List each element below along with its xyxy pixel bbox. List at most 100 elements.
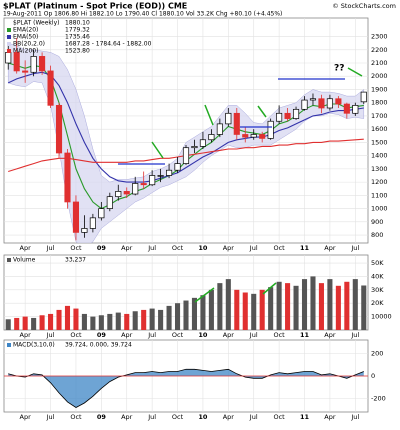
volume-bar (107, 313, 113, 330)
y-tick-label: 1200 (371, 178, 388, 186)
candle-body (208, 134, 215, 141)
y-tick-label: 2100 (371, 59, 388, 67)
annotation-text: ?? (334, 64, 344, 74)
volume-bar (259, 289, 265, 330)
candle-body (267, 120, 274, 139)
legend-swatch (7, 35, 11, 39)
candle-body (132, 183, 139, 195)
macd-line (8, 368, 364, 408)
candle-body (30, 56, 37, 73)
candle-body (72, 201, 80, 233)
x-tick-label: 10 (198, 331, 208, 339)
panel-frame (3, 17, 369, 244)
legend-label: BB(20,2.0) (13, 41, 45, 48)
volume-bar (22, 316, 28, 330)
candle-body (318, 98, 325, 109)
volume-bar (225, 279, 231, 330)
volume-bar (200, 295, 206, 330)
y-tick-label: 1400 (371, 152, 388, 160)
volume-bar (141, 309, 147, 330)
macd-area (8, 369, 364, 408)
y-tick-label: 0 (371, 372, 375, 380)
x-tick-label: 09 (97, 413, 107, 421)
x-tick-label: 10 (198, 413, 208, 421)
candle-body (284, 112, 291, 119)
x-tick-label: Apr (121, 331, 133, 339)
volume-bar (174, 303, 181, 330)
x-tick-label: Apr (324, 244, 336, 252)
legend-value: 39.724, 0.000, 39.724 (65, 342, 132, 349)
volume-bar (310, 276, 316, 330)
y-tick-label: 1300 (371, 165, 388, 173)
candle-body (233, 112, 240, 135)
annotations: ?? (118, 64, 363, 303)
x-tick-label: Jul (350, 413, 359, 421)
x-tick-label: Jul (249, 331, 258, 339)
candle-body (22, 70, 29, 73)
candle-body (225, 112, 232, 125)
plots: 800 900 1000 1100 1200 1300 1400 1500 1600 1700 18… (3, 17, 392, 421)
price-layer (5, 37, 367, 243)
y-tick-label: -200 (371, 395, 386, 403)
candle-body (5, 52, 12, 64)
volume-bar (285, 283, 291, 330)
candle-body (216, 123, 223, 135)
candle-body (292, 108, 300, 119)
legend-swatch (7, 258, 11, 262)
volume-bar (293, 285, 299, 330)
y-tick-label: 40K (371, 272, 384, 280)
legend-value: 1735.46 (65, 34, 90, 41)
volume-bar (158, 309, 164, 330)
x-tick-label: Apr (20, 244, 32, 252)
x-tick-label: Apr (223, 244, 235, 252)
x-tick-label: Oct (172, 413, 184, 421)
candle-body (301, 99, 308, 110)
legend-label: Volume (13, 257, 36, 264)
legend-value: 1779.32 (65, 27, 90, 34)
x-tick-label: Oct (172, 331, 184, 339)
candle-body (98, 208, 105, 219)
x-tick-label: Apr (121, 244, 133, 252)
y-tick-label: 1500 (371, 138, 388, 146)
volume-bar (217, 283, 223, 330)
legend-value: 33,237 (65, 257, 86, 264)
candle-body (55, 105, 63, 154)
legend-label: $PLAT (Weekly) (13, 20, 59, 27)
volume-bar (251, 293, 257, 330)
indicator-line (7, 71, 364, 183)
volume-bar (64, 305, 71, 330)
y-tick-label: 50K (371, 259, 384, 267)
y-tick-label: 1800 (371, 99, 388, 107)
legend-label: EMA(20) (13, 27, 38, 34)
credit: © StockCharts.com (332, 2, 396, 10)
volume-bar (14, 317, 20, 330)
volume-bar (234, 289, 240, 330)
y-tick-label: 2200 (371, 46, 388, 54)
volume-bar (115, 312, 121, 330)
volume-bar (208, 289, 214, 330)
candle-body (106, 196, 113, 209)
x-tick-label: 11 (300, 331, 310, 339)
x-tick-label: Apr (121, 413, 133, 421)
candle-body (13, 52, 20, 72)
volume-bar (39, 315, 45, 330)
candle-body (335, 98, 342, 105)
volume-bar (242, 292, 248, 330)
y-tick-label: 20K (371, 299, 384, 307)
x-tick-label: 11 (300, 413, 310, 421)
x-tick-label: Apr (324, 331, 336, 339)
volume-bar (73, 308, 79, 330)
x-tick-label: Jul (249, 244, 258, 252)
legend-label: MACD(3,10,0) (13, 342, 55, 349)
x-tick-label: Oct (273, 413, 285, 421)
x-tick-label: 09 (97, 244, 107, 252)
x-tick-label: Jul (46, 331, 55, 339)
x-tick-label: 11 (300, 244, 310, 252)
x-tick-label: Jul (147, 244, 156, 252)
volume-bar (191, 297, 198, 330)
x-tick-label: Oct (70, 331, 82, 339)
candle-body (81, 228, 88, 233)
x-tick-label: Apr (223, 413, 235, 421)
candle-body (115, 191, 122, 198)
candle-body (276, 112, 283, 122)
